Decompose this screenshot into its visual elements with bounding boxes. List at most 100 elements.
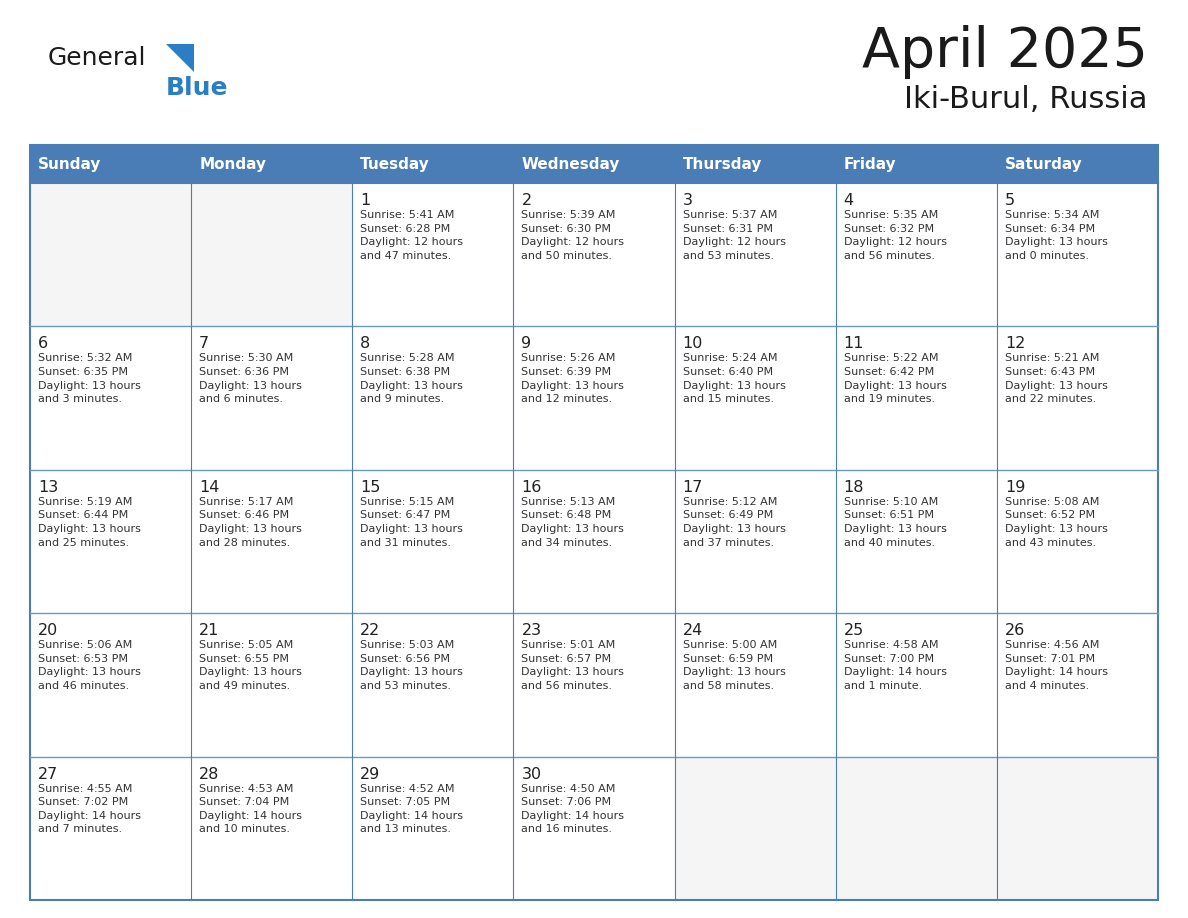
Text: Sunrise: 5:39 AM
Sunset: 6:30 PM
Daylight: 12 hours
and 50 minutes.: Sunrise: 5:39 AM Sunset: 6:30 PM Dayligh… [522, 210, 625, 261]
Text: Sunrise: 4:56 AM
Sunset: 7:01 PM
Daylight: 14 hours
and 4 minutes.: Sunrise: 4:56 AM Sunset: 7:01 PM Dayligh… [1005, 640, 1108, 691]
Text: 19: 19 [1005, 480, 1025, 495]
Bar [513, 470, 675, 613]
Text: 18: 18 [843, 480, 864, 495]
Bar [353, 183, 513, 327]
Bar [997, 470, 1158, 613]
Text: Sunrise: 4:50 AM
Sunset: 7:06 PM
Daylight: 14 hours
and 16 minutes.: Sunrise: 4:50 AM Sunset: 7:06 PM Dayligh… [522, 784, 625, 834]
Text: Sunrise: 4:58 AM
Sunset: 7:00 PM
Daylight: 14 hours
and 1 minute.: Sunrise: 4:58 AM Sunset: 7:00 PM Dayligh… [843, 640, 947, 691]
Text: 4: 4 [843, 193, 854, 208]
Text: 11: 11 [843, 336, 864, 352]
Text: 14: 14 [200, 480, 220, 495]
Text: Sunrise: 5:35 AM
Sunset: 6:32 PM
Daylight: 12 hours
and 56 minutes.: Sunrise: 5:35 AM Sunset: 6:32 PM Dayligh… [843, 210, 947, 261]
Text: 24: 24 [683, 623, 703, 638]
Bar [353, 470, 513, 613]
Text: Thursday: Thursday [683, 156, 762, 172]
Bar [835, 613, 997, 756]
Bar [191, 470, 353, 613]
Text: Sunrise: 5:13 AM
Sunset: 6:48 PM
Daylight: 13 hours
and 34 minutes.: Sunrise: 5:13 AM Sunset: 6:48 PM Dayligh… [522, 497, 625, 548]
Text: 26: 26 [1005, 623, 1025, 638]
Text: Sunrise: 5:22 AM
Sunset: 6:42 PM
Daylight: 13 hours
and 19 minutes.: Sunrise: 5:22 AM Sunset: 6:42 PM Dayligh… [843, 353, 947, 404]
Bar [997, 613, 1158, 756]
Text: Blue: Blue [166, 76, 228, 100]
Text: Monday: Monday [200, 156, 266, 172]
Text: Sunrise: 5:37 AM
Sunset: 6:31 PM
Daylight: 12 hours
and 53 minutes.: Sunrise: 5:37 AM Sunset: 6:31 PM Dayligh… [683, 210, 785, 261]
Text: Sunrise: 5:10 AM
Sunset: 6:51 PM
Daylight: 13 hours
and 40 minutes.: Sunrise: 5:10 AM Sunset: 6:51 PM Dayligh… [843, 497, 947, 548]
Text: 25: 25 [843, 623, 864, 638]
Polygon shape [166, 44, 194, 72]
Text: Sunrise: 5:03 AM
Sunset: 6:56 PM
Daylight: 13 hours
and 53 minutes.: Sunrise: 5:03 AM Sunset: 6:56 PM Dayligh… [360, 640, 463, 691]
Text: Sunrise: 5:12 AM
Sunset: 6:49 PM
Daylight: 13 hours
and 37 minutes.: Sunrise: 5:12 AM Sunset: 6:49 PM Dayligh… [683, 497, 785, 548]
Bar [191, 613, 353, 756]
Bar [835, 470, 997, 613]
Text: Sunrise: 5:26 AM
Sunset: 6:39 PM
Daylight: 13 hours
and 12 minutes.: Sunrise: 5:26 AM Sunset: 6:39 PM Dayligh… [522, 353, 625, 404]
Text: 6: 6 [38, 336, 49, 352]
Text: Friday: Friday [843, 156, 896, 172]
Text: Sunrise: 5:08 AM
Sunset: 6:52 PM
Daylight: 13 hours
and 43 minutes.: Sunrise: 5:08 AM Sunset: 6:52 PM Dayligh… [1005, 497, 1107, 548]
Text: Sunrise: 5:41 AM
Sunset: 6:28 PM
Daylight: 12 hours
and 47 minutes.: Sunrise: 5:41 AM Sunset: 6:28 PM Dayligh… [360, 210, 463, 261]
Text: Iki-Burul, Russia: Iki-Burul, Russia [904, 85, 1148, 115]
Text: 17: 17 [683, 480, 703, 495]
Text: Sunrise: 5:28 AM
Sunset: 6:38 PM
Daylight: 13 hours
and 9 minutes.: Sunrise: 5:28 AM Sunset: 6:38 PM Dayligh… [360, 353, 463, 404]
Bar [191, 327, 353, 470]
Text: 15: 15 [360, 480, 380, 495]
Bar [675, 613, 835, 756]
Text: 27: 27 [38, 767, 58, 781]
Bar [353, 327, 513, 470]
Bar [675, 183, 835, 327]
Text: 9: 9 [522, 336, 531, 352]
Bar [997, 183, 1158, 327]
Text: Sunrise: 5:15 AM
Sunset: 6:47 PM
Daylight: 13 hours
and 31 minutes.: Sunrise: 5:15 AM Sunset: 6:47 PM Dayligh… [360, 497, 463, 548]
Text: 5: 5 [1005, 193, 1015, 208]
Bar [513, 613, 675, 756]
Bar [675, 756, 835, 900]
Bar [835, 327, 997, 470]
Bar [191, 183, 353, 327]
Text: 23: 23 [522, 623, 542, 638]
Bar [30, 145, 1158, 900]
Text: Sunrise: 5:05 AM
Sunset: 6:55 PM
Daylight: 13 hours
and 49 minutes.: Sunrise: 5:05 AM Sunset: 6:55 PM Dayligh… [200, 640, 302, 691]
Text: 30: 30 [522, 767, 542, 781]
Bar [997, 756, 1158, 900]
Text: Sunrise: 5:00 AM
Sunset: 6:59 PM
Daylight: 13 hours
and 58 minutes.: Sunrise: 5:00 AM Sunset: 6:59 PM Dayligh… [683, 640, 785, 691]
Text: 16: 16 [522, 480, 542, 495]
Text: Sunrise: 5:01 AM
Sunset: 6:57 PM
Daylight: 13 hours
and 56 minutes.: Sunrise: 5:01 AM Sunset: 6:57 PM Dayligh… [522, 640, 625, 691]
Bar [30, 183, 191, 327]
Bar [30, 145, 1158, 183]
Bar [675, 470, 835, 613]
Text: 22: 22 [360, 623, 380, 638]
Bar [835, 183, 997, 327]
Bar [835, 756, 997, 900]
Text: Sunrise: 5:21 AM
Sunset: 6:43 PM
Daylight: 13 hours
and 22 minutes.: Sunrise: 5:21 AM Sunset: 6:43 PM Dayligh… [1005, 353, 1107, 404]
Bar [30, 756, 191, 900]
Bar [997, 327, 1158, 470]
Text: Sunrise: 5:24 AM
Sunset: 6:40 PM
Daylight: 13 hours
and 15 minutes.: Sunrise: 5:24 AM Sunset: 6:40 PM Dayligh… [683, 353, 785, 404]
Text: Sunrise: 5:30 AM
Sunset: 6:36 PM
Daylight: 13 hours
and 6 minutes.: Sunrise: 5:30 AM Sunset: 6:36 PM Dayligh… [200, 353, 302, 404]
Bar [675, 327, 835, 470]
Text: 2: 2 [522, 193, 531, 208]
Text: 3: 3 [683, 193, 693, 208]
Text: 21: 21 [200, 623, 220, 638]
Bar [353, 756, 513, 900]
Text: Sunrise: 4:55 AM
Sunset: 7:02 PM
Daylight: 14 hours
and 7 minutes.: Sunrise: 4:55 AM Sunset: 7:02 PM Dayligh… [38, 784, 141, 834]
Text: 10: 10 [683, 336, 703, 352]
Text: 7: 7 [200, 336, 209, 352]
Text: 13: 13 [38, 480, 58, 495]
Text: Tuesday: Tuesday [360, 156, 430, 172]
Text: Sunrise: 4:53 AM
Sunset: 7:04 PM
Daylight: 14 hours
and 10 minutes.: Sunrise: 4:53 AM Sunset: 7:04 PM Dayligh… [200, 784, 302, 834]
Text: Sunrise: 5:17 AM
Sunset: 6:46 PM
Daylight: 13 hours
and 28 minutes.: Sunrise: 5:17 AM Sunset: 6:46 PM Dayligh… [200, 497, 302, 548]
Text: Sunday: Sunday [38, 156, 101, 172]
Bar [353, 613, 513, 756]
Bar [30, 613, 191, 756]
Text: Saturday: Saturday [1005, 156, 1082, 172]
Text: Sunrise: 5:32 AM
Sunset: 6:35 PM
Daylight: 13 hours
and 3 minutes.: Sunrise: 5:32 AM Sunset: 6:35 PM Dayligh… [38, 353, 141, 404]
Bar [191, 756, 353, 900]
Text: Sunrise: 5:19 AM
Sunset: 6:44 PM
Daylight: 13 hours
and 25 minutes.: Sunrise: 5:19 AM Sunset: 6:44 PM Dayligh… [38, 497, 141, 548]
Text: 12: 12 [1005, 336, 1025, 352]
Bar [30, 327, 191, 470]
Bar [513, 183, 675, 327]
Text: 29: 29 [360, 767, 380, 781]
Text: Sunrise: 5:34 AM
Sunset: 6:34 PM
Daylight: 13 hours
and 0 minutes.: Sunrise: 5:34 AM Sunset: 6:34 PM Dayligh… [1005, 210, 1107, 261]
Bar [513, 756, 675, 900]
Text: 1: 1 [360, 193, 371, 208]
Text: General: General [48, 46, 146, 70]
